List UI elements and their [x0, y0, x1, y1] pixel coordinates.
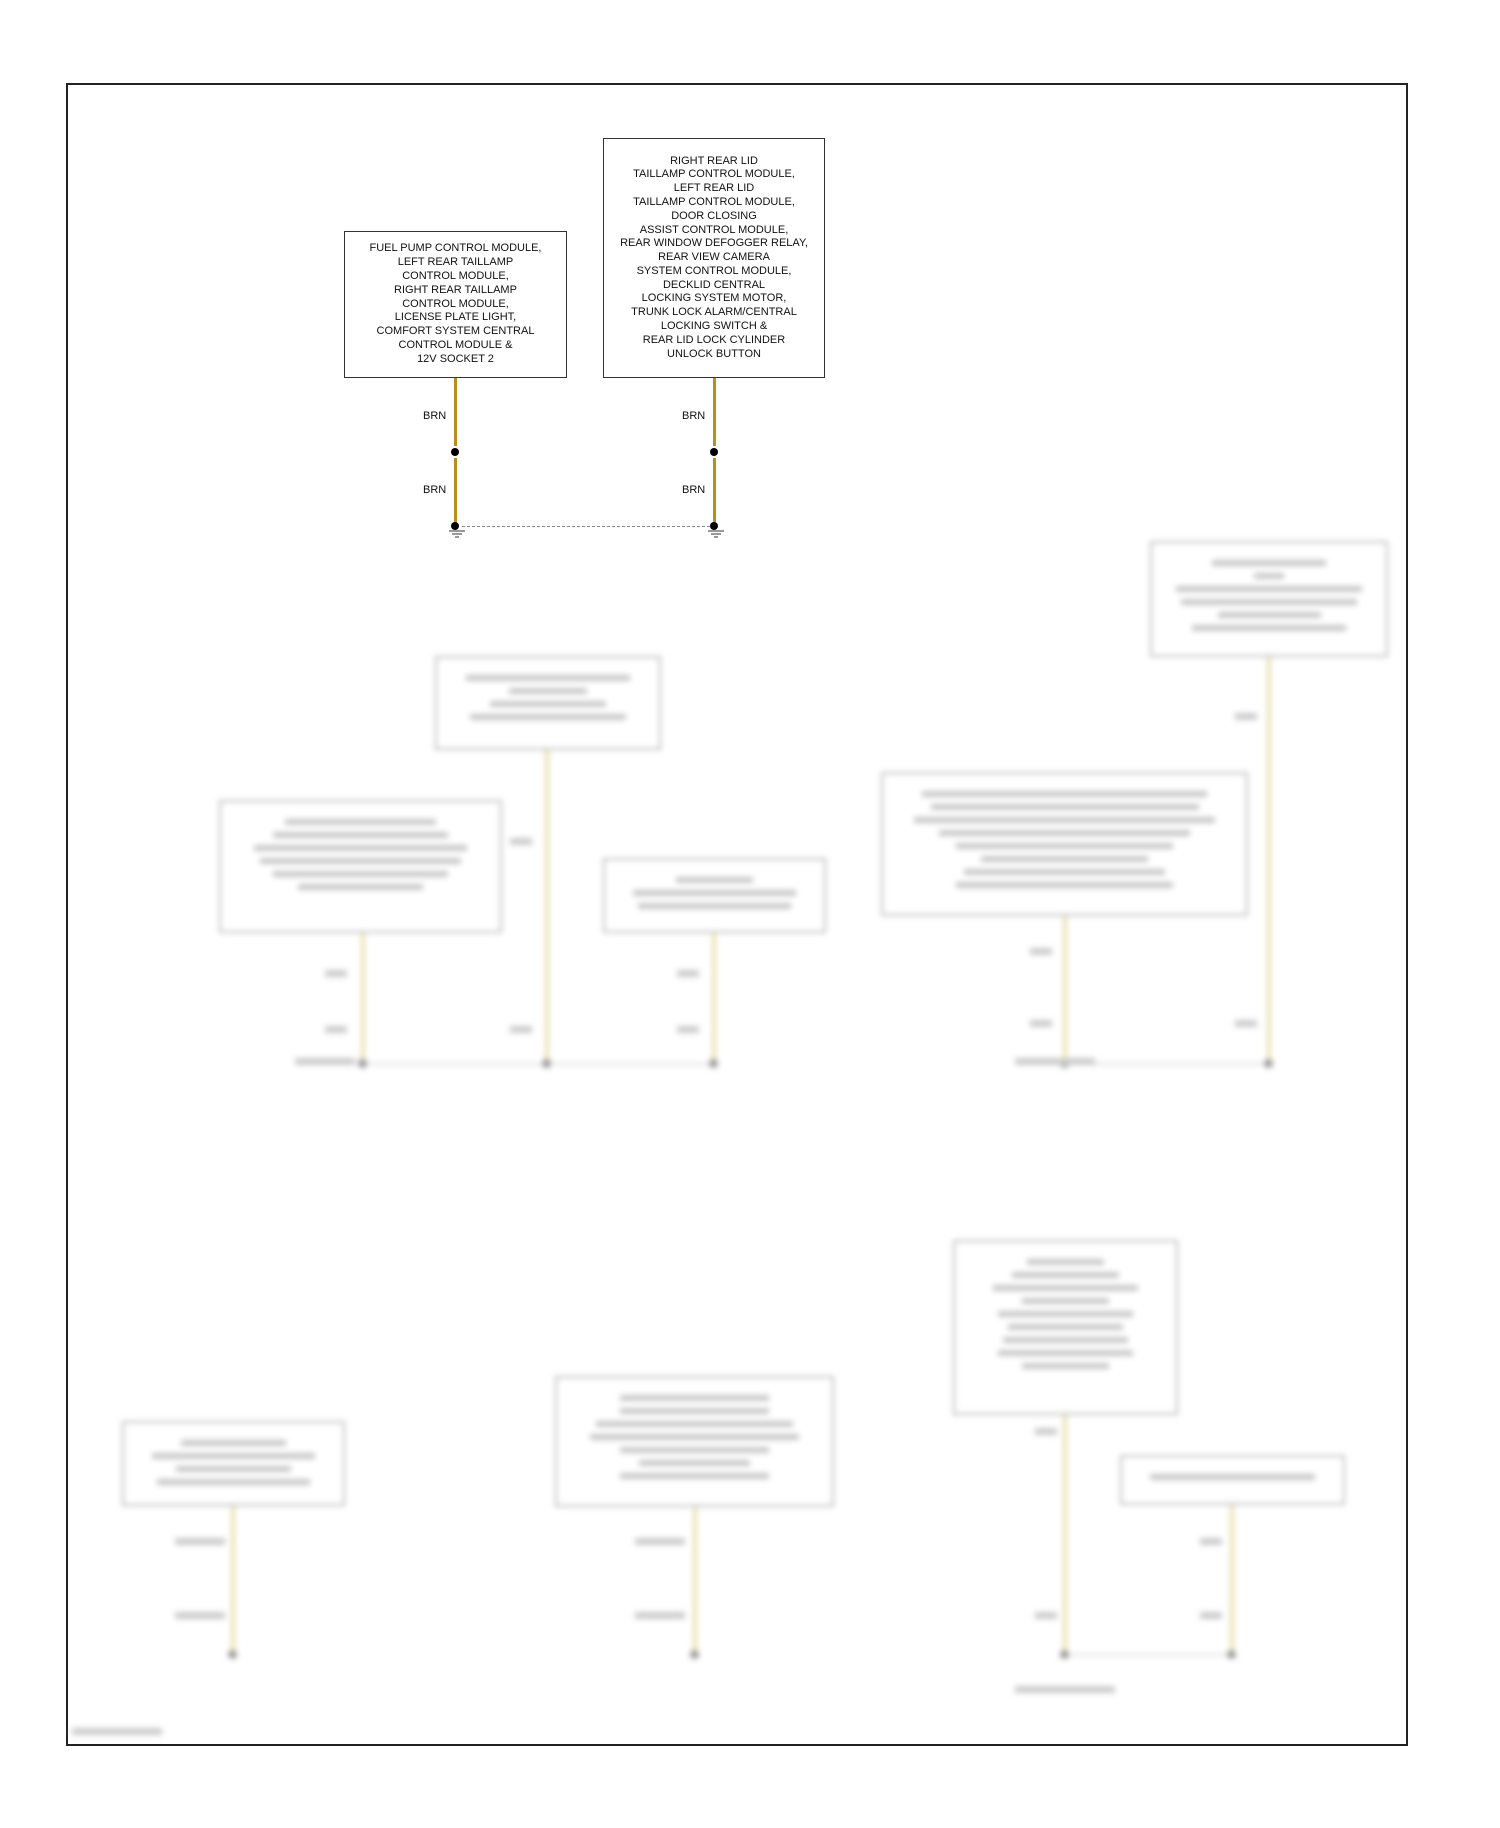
- blurred-wire: [545, 750, 549, 1063]
- blurred-label: [72, 1728, 162, 1735]
- blurred-component-box: [219, 800, 502, 933]
- blurred-ground-dot: [358, 1059, 367, 1068]
- blurred-wire: [712, 933, 716, 1063]
- component-label: RIGHT REAR LID TAILLAMP CONTROL MODULE, …: [620, 154, 808, 360]
- blurred-component-box: [603, 858, 826, 933]
- wire-color-label: BRN: [423, 410, 447, 422]
- diagram-frame: [66, 83, 1408, 1746]
- ground-connection-dashed: [462, 526, 710, 527]
- blurred-label: [1030, 948, 1052, 955]
- wire-right-lower: [713, 458, 716, 524]
- blurred-component-box: [555, 1376, 834, 1507]
- blurred-wire: [231, 1506, 235, 1654]
- component-box-rear-lid-group: RIGHT REAR LID TAILLAMP CONTROL MODULE, …: [603, 138, 825, 378]
- blurred-label: [677, 1026, 699, 1033]
- blurred-component-box: [953, 1240, 1178, 1415]
- component-label: FUEL PUMP CONTROL MODULE, LEFT REAR TAIL…: [369, 242, 542, 365]
- blurred-ground-dot: [1060, 1650, 1069, 1659]
- splice-dot: [710, 448, 718, 456]
- blurred-ground-dot: [1227, 1650, 1236, 1659]
- wire-right-upper: [713, 378, 716, 446]
- blurred-label: [1015, 1686, 1115, 1693]
- splice-dot: [451, 448, 459, 456]
- blurred-label: [677, 970, 699, 977]
- blurred-ground-dot: [1264, 1059, 1273, 1068]
- blurred-component-box: [435, 656, 661, 750]
- blurred-wire: [693, 1507, 697, 1654]
- blurred-wire: [1230, 1505, 1234, 1654]
- blurred-label: [325, 970, 347, 977]
- component-box-fuel-pump-group: FUEL PUMP CONTROL MODULE, LEFT REAR TAIL…: [344, 231, 567, 378]
- blurred-label: [325, 1026, 347, 1033]
- wire-left-upper: [454, 378, 457, 446]
- blurred-label: [510, 838, 532, 845]
- ground-dot: [451, 522, 459, 530]
- wire-color-label: BRN: [423, 484, 447, 496]
- blurred-label: [295, 1058, 355, 1065]
- wire-color-label: BRN: [682, 410, 706, 422]
- blurred-ground-link: [1065, 1063, 1269, 1065]
- blurred-label: [175, 1612, 225, 1619]
- blurred-label: [510, 1026, 532, 1033]
- blurred-label: [1200, 1538, 1222, 1545]
- blurred-label: [635, 1538, 685, 1545]
- blurred-ground-link: [363, 1063, 714, 1065]
- blurred-wire: [1063, 916, 1067, 1063]
- wire-color-label: BRN: [682, 484, 706, 496]
- wire-left-lower: [454, 458, 457, 524]
- blurred-wire: [361, 933, 365, 1063]
- blurred-label: [1235, 713, 1257, 720]
- ground-symbol-icon: [708, 530, 724, 538]
- blurred-wire: [1063, 1415, 1067, 1654]
- blurred-ground-dot: [709, 1059, 718, 1068]
- blurred-ground-dot: [542, 1059, 551, 1068]
- blurred-component-box: [122, 1421, 345, 1506]
- ground-dot: [710, 522, 718, 530]
- blurred-ground-link: [1065, 1654, 1232, 1656]
- ground-symbol-icon: [449, 530, 465, 538]
- blurred-label: [1015, 1058, 1095, 1065]
- blurred-component-box: [1150, 541, 1388, 657]
- blurred-label: [1030, 1020, 1052, 1027]
- blurred-diagram-region: [60, 541, 1420, 1758]
- blurred-label: [1035, 1612, 1057, 1619]
- blurred-ground-dot: [228, 1650, 237, 1659]
- blurred-component-box: [881, 772, 1248, 916]
- blurred-label: [1035, 1428, 1057, 1435]
- blurred-component-box: [1120, 1455, 1345, 1505]
- blurred-label: [175, 1538, 225, 1545]
- blurred-label: [1235, 1020, 1257, 1027]
- blurred-wire: [1267, 657, 1271, 1063]
- blurred-label: [635, 1612, 685, 1619]
- blurred-label: [1200, 1612, 1222, 1619]
- blurred-ground-dot: [690, 1650, 699, 1659]
